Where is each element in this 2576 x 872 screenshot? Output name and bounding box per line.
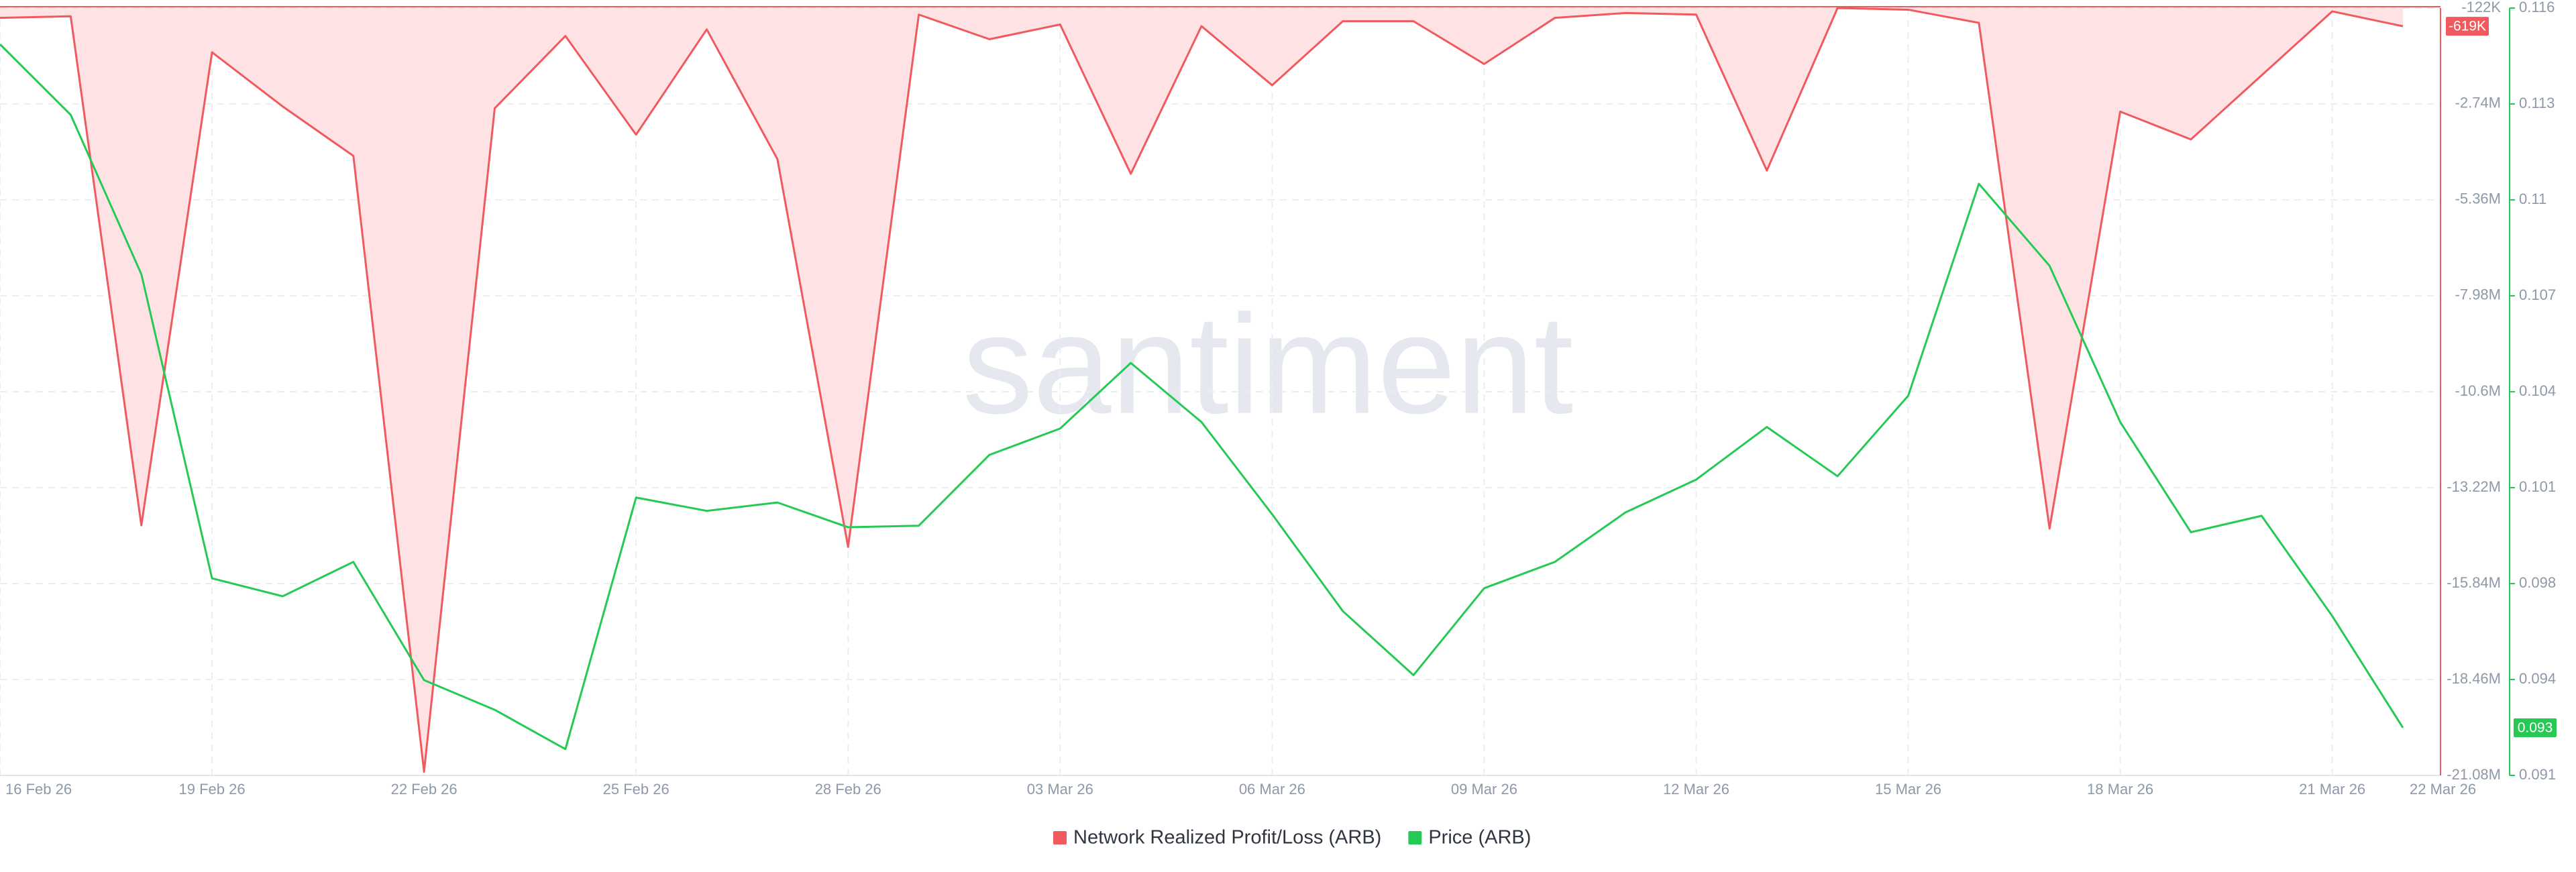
y-tick-label: -13.22M	[2447, 478, 2501, 495]
y-tick-label: -5.36M	[2455, 190, 2501, 207]
y2-tick-label: 0.11	[2519, 190, 2546, 207]
value-label: 0.093	[2518, 720, 2553, 736]
y2-tick-label: 0.098	[2519, 574, 2556, 591]
legend-label: Price (ARB)	[1428, 827, 1531, 849]
value-badge	[2446, 17, 2489, 36]
y2-tick-label: 0.116	[2519, 0, 2555, 15]
line	[0, 43, 2404, 751]
x-tick-label: 15 Mar 26	[1875, 781, 1941, 798]
value-badge	[2514, 718, 2557, 737]
x-tick-label: 09 Mar 26	[1451, 781, 1517, 798]
y2-tick-label: 0.104	[2519, 382, 2556, 399]
y2-tick-label: 0.091	[2519, 766, 2556, 783]
line	[0, 7, 2404, 773]
y-tick-label: -18.46M	[2447, 670, 2501, 687]
legend-label: Network Realized Profit/Loss (ARB)	[1073, 827, 1381, 849]
x-tick-label: 12 Mar 26	[1663, 781, 1729, 798]
value-label: -619K	[2449, 19, 2486, 34]
x-tick-label: 28 Feb 26	[815, 781, 881, 798]
x-tick-label: 16 Feb 26	[5, 781, 72, 798]
y-tick-label: -15.84M	[2447, 574, 2501, 591]
y2-tick-label: 0.107	[2519, 286, 2556, 303]
x-tick-label: 22 Feb 26	[391, 781, 458, 798]
watermark: santiment	[963, 285, 1573, 443]
area	[0, 8, 2403, 772]
x-tick-label: 03 Mar 26	[1027, 781, 1093, 798]
y2-tick-label: 0.101	[2519, 478, 2556, 495]
legend-swatch	[1408, 831, 1422, 844]
y-tick-label: -122K	[2461, 0, 2501, 15]
y2-tick-label: 0.094	[2519, 670, 2556, 687]
x-tick-label: 22 Mar 26	[2410, 781, 2476, 798]
y-tick-label: -2.74M	[2455, 95, 2501, 111]
legend-swatch	[1053, 831, 1067, 844]
y-tick-label: -21.08M	[2447, 766, 2501, 783]
y-tick-label: -10.6M	[2455, 382, 2501, 399]
x-tick-label: 18 Mar 26	[2087, 781, 2153, 798]
x-tick-label: 19 Feb 26	[179, 781, 246, 798]
x-tick-label: 21 Mar 26	[2299, 781, 2365, 798]
y2-tick-label: 0.113	[2519, 95, 2555, 111]
x-tick-label: 06 Mar 26	[1239, 781, 1305, 798]
x-tick-label: 25 Feb 26	[603, 781, 669, 798]
legend: Network Realized Profit/Loss (ARB) Price …	[1053, 827, 1531, 849]
y-tick-label: -7.98M	[2455, 286, 2501, 303]
